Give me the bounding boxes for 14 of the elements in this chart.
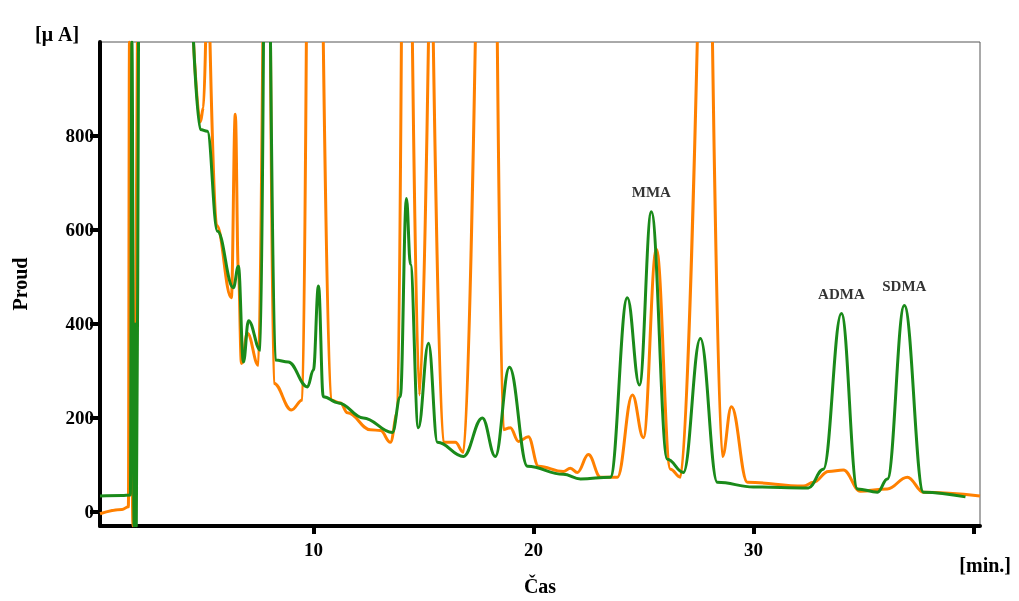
y-tick-label: 200 [65, 407, 94, 429]
annotation: SDMA [882, 278, 927, 295]
x-tick-label: 30 [743, 539, 763, 560]
x-tick-label: 10 [303, 539, 323, 560]
annotation: ADMA [818, 286, 865, 303]
text: [μ A] [35, 23, 80, 46]
text: [min.] [959, 554, 1012, 576]
y-tick-label: 400 [65, 313, 94, 335]
y-tick-label: 800 [65, 125, 94, 147]
y-tick-label: 600 [65, 219, 94, 241]
x-axis-title: Čas [523, 574, 557, 597]
annotation: MMA [631, 184, 672, 201]
x-tick-label: 20 [523, 539, 543, 560]
y-axis-title: Proud [9, 257, 31, 311]
